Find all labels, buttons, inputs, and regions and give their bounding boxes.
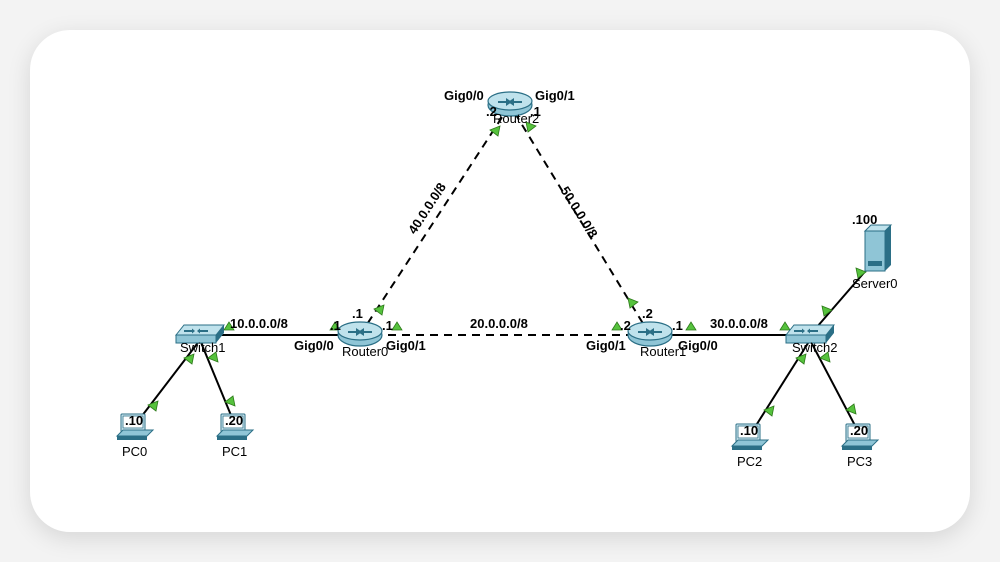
topology-svg: Router2 Router0 Router1 Switch1 Switch2 …: [30, 30, 970, 532]
net-10: 10.0.0.0/8: [230, 316, 288, 331]
if-r0-g00: Gig0/0: [294, 338, 334, 353]
label-pc2: PC2: [737, 454, 762, 469]
host-pc1: .20: [225, 413, 243, 428]
link-r0-r2: [360, 105, 510, 335]
label-router0: Router0: [342, 344, 388, 359]
label-pc3: PC3: [847, 454, 872, 469]
device-server0[interactable]: [865, 225, 891, 271]
host-r1-left: .2: [620, 318, 631, 333]
host-r0-up: .1: [352, 306, 363, 321]
host-pc0: .10: [125, 413, 143, 428]
status-lights: [148, 122, 866, 416]
label-switch2: Switch2: [792, 340, 838, 355]
if-r1-g01: Gig0/1: [586, 338, 626, 353]
label-pc0: PC0: [122, 444, 147, 459]
host-r0-left: .1: [330, 318, 341, 333]
if-r0-g01: Gig0/1: [386, 338, 426, 353]
label-switch1: Switch1: [180, 340, 226, 355]
host-r1-right: .1: [672, 318, 683, 333]
host-r1-up: .2: [642, 306, 653, 321]
if-r2-g00: Gig0/0: [444, 88, 484, 103]
host-pc2: .10: [740, 423, 758, 438]
if-r2-g01: Gig0/1: [535, 88, 575, 103]
host-pc3: .20: [850, 423, 868, 438]
host-r2-left: .2: [486, 104, 497, 119]
net-20: 20.0.0.0/8: [470, 316, 528, 331]
host-r0-right: .1: [382, 318, 393, 333]
diagram-card: Router2 Router0 Router1 Switch1 Switch2 …: [30, 30, 970, 532]
device-router1[interactable]: [628, 322, 672, 346]
device-router0[interactable]: [338, 322, 382, 346]
label-server0: Server0: [852, 276, 898, 291]
net-30: 30.0.0.0/8: [710, 316, 768, 331]
host-r2-right: .1: [530, 104, 541, 119]
label-pc1: PC1: [222, 444, 247, 459]
if-r1-g00: Gig0/0: [678, 338, 718, 353]
net-40: 40.0.0.0/8: [405, 180, 449, 237]
host-server0: .100: [852, 212, 877, 227]
net-50: 50.0.0.0/8: [557, 184, 600, 241]
